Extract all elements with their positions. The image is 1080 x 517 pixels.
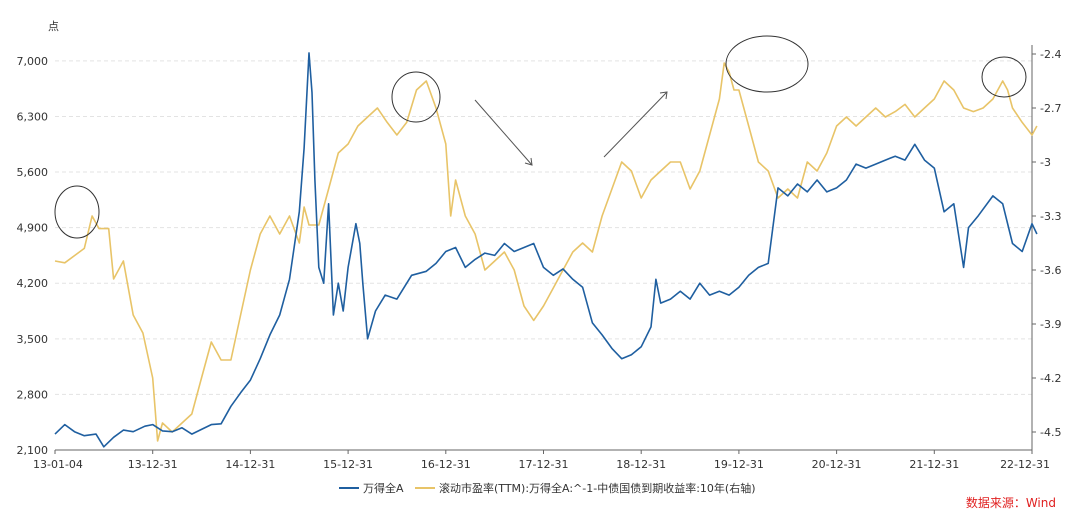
left-tick-label: 2,800 xyxy=(17,388,49,401)
x-tick-label: 20-12-31 xyxy=(812,458,862,471)
highlight-circle-2016 xyxy=(391,71,441,123)
legend-item-pe-spread[interactable]: 滚动市盈率(TTM):万得全A:^-1-中债国债到期收益率:10年(右轴) xyxy=(415,481,756,495)
right-tick-label: -2.4 xyxy=(1040,48,1061,61)
axes xyxy=(55,45,1033,451)
x-tick-label: 21-12-31 xyxy=(909,458,959,471)
right-tick-label: -3.3 xyxy=(1040,210,1061,223)
legend-item-wande[interactable]: 万得全A xyxy=(339,481,404,495)
gridlines xyxy=(55,60,1032,451)
x-tick-label: 14-12-31 xyxy=(225,458,275,471)
series-line-0 xyxy=(54,52,1038,448)
legend: 万得全A 滚动市盈率(TTM):万得全A:^-1-中债国债到期收益率:10年(右… xyxy=(339,481,756,495)
left-axis-ticks: 7,000 6,300 5,600 4,900 4,200 3,500 2,800 2,100 xyxy=(17,55,49,457)
legend-label-wande: 万得全A xyxy=(363,481,404,495)
x-tick-label: 16-12-31 xyxy=(421,458,471,471)
x-tick-label: 19-12-31 xyxy=(714,458,764,471)
x-tick-label: 15-12-31 xyxy=(323,458,373,471)
x-tick-label: 13-12-31 xyxy=(128,458,178,471)
right-tick-label: -3.9 xyxy=(1040,318,1061,331)
x-tick-label: 13-01-04 xyxy=(33,458,83,471)
left-tick-label: 6,300 xyxy=(17,110,49,123)
series-line-1 xyxy=(54,62,1038,442)
left-tick-label: 4,200 xyxy=(17,277,49,290)
arrow-up xyxy=(603,91,668,158)
x-axis-ticks: 13-01-04 13-12-31 14-12-31 15-12-31 16-12-31… xyxy=(33,450,1050,471)
legend-label-pe-spread: 滚动市盈率(TTM):万得全A:^-1-中债国债到期收益率:10年(右轴) xyxy=(439,481,756,495)
left-axis-unit: 点 xyxy=(48,20,59,33)
right-axis-ticks: -2.4 -2.7 -3 -3.3 -3.6 -3.9 -4.2 -4.5 xyxy=(1032,48,1061,439)
annotations xyxy=(54,35,1027,239)
right-tick-label: -4.2 xyxy=(1040,372,1061,385)
x-tick-label: 18-12-31 xyxy=(616,458,666,471)
left-tick-label: 3,500 xyxy=(17,333,49,346)
left-tick-label: 2,100 xyxy=(17,444,49,457)
series-layer xyxy=(54,52,1038,448)
x-tick-label: 22-12-31 xyxy=(1000,458,1050,471)
highlight-circle-2019 xyxy=(725,35,809,93)
left-tick-label: 5,600 xyxy=(17,166,49,179)
right-tick-label: -3.6 xyxy=(1040,264,1061,277)
highlight-circle-2013 xyxy=(54,185,100,239)
x-tick-label: 17-12-31 xyxy=(519,458,569,471)
left-tick-label: 4,900 xyxy=(17,222,49,235)
highlight-circle-2022 xyxy=(981,56,1027,98)
right-tick-label: -3 xyxy=(1040,156,1051,169)
left-tick-label: 7,000 xyxy=(17,55,49,68)
right-tick-label: -2.7 xyxy=(1040,102,1061,115)
data-source: 数据来源：Wind xyxy=(966,495,1056,510)
right-tick-label: -4.5 xyxy=(1040,426,1061,439)
arrow-down xyxy=(474,99,533,166)
